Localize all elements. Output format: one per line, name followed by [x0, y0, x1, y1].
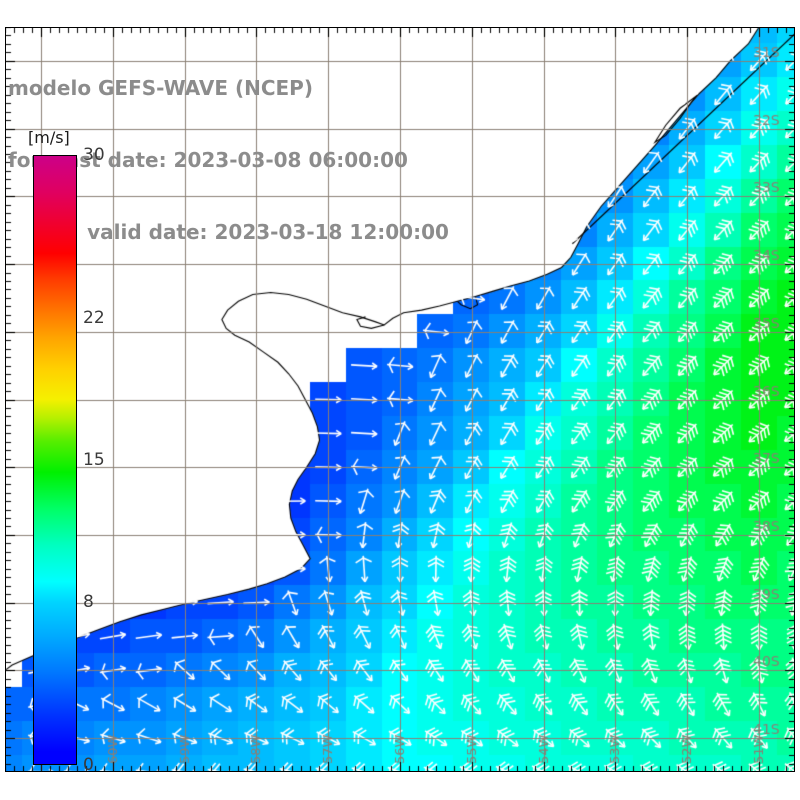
map-gridlines [5, 27, 795, 772]
colorbar-gradient [33, 155, 77, 765]
map-plot-area[interactable] [5, 27, 795, 772]
colorbar[interactable]: 30 22 15 8 0 [33, 145, 105, 775]
